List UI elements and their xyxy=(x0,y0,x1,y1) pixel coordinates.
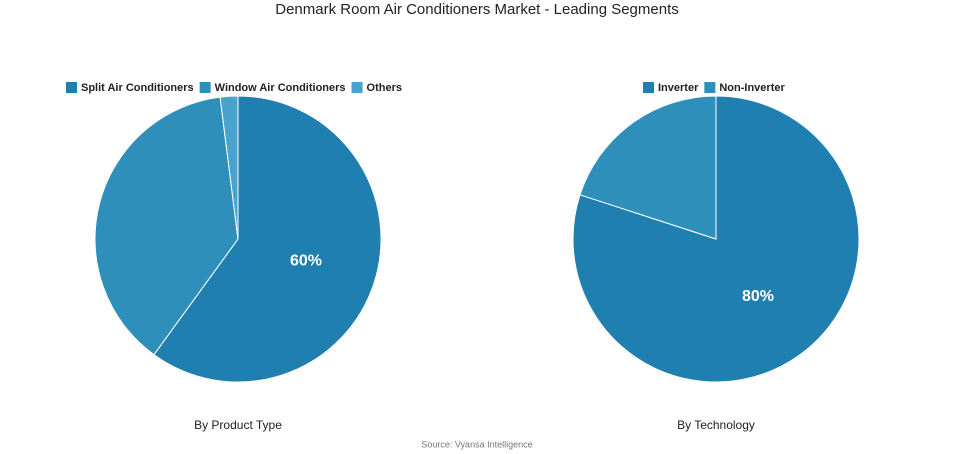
chart-subtitle: By Product Type xyxy=(194,418,282,432)
page-title: Denmark Room Air Conditioners Market - L… xyxy=(275,1,679,18)
pie-slice xyxy=(153,95,382,383)
legend-label: Others xyxy=(367,82,402,94)
legend-swatch xyxy=(704,82,716,93)
pie-slice xyxy=(579,95,717,240)
value-label: 60% xyxy=(290,252,322,269)
legend-swatch xyxy=(199,82,211,93)
pie-slice xyxy=(94,96,239,356)
legend-swatch xyxy=(66,82,77,93)
legend-label: Split Air Conditioners xyxy=(81,82,194,94)
legend-swatch xyxy=(351,82,363,93)
legend-label: Non-Inverter xyxy=(719,82,785,94)
source: Source: Vyansa Intelligence xyxy=(421,439,532,449)
chart-subtitle: By Technology xyxy=(677,418,755,432)
legend-label: Inverter xyxy=(658,82,699,94)
value-label: 80% xyxy=(742,288,774,305)
legend-swatch xyxy=(643,82,654,93)
pie-slice xyxy=(219,95,239,240)
legend-label: Window Air Conditioners xyxy=(215,82,346,94)
